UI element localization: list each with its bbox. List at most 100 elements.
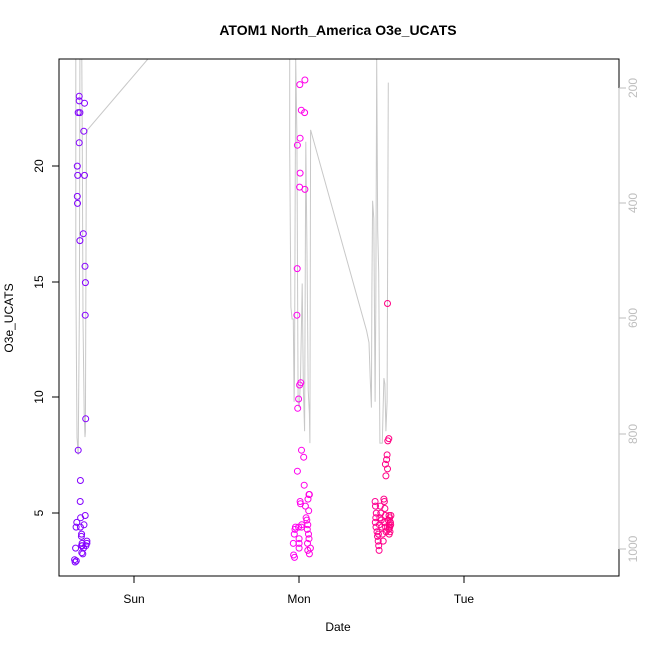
y2-tick-label-200: 200 <box>626 78 640 98</box>
data-point-44 <box>289 539 297 547</box>
data-point-36 <box>81 279 89 287</box>
data-point-120 <box>383 451 391 459</box>
data-point-30 <box>81 512 89 519</box>
y-tick-label-15: 15 <box>32 275 46 289</box>
data-point-29 <box>80 521 88 529</box>
data-point-70 <box>300 453 308 461</box>
data-point-4 <box>72 523 80 531</box>
data-point-51 <box>293 311 301 319</box>
data-point-98 <box>374 537 382 545</box>
x-axis: Sun Mon Tue <box>123 576 474 606</box>
x-axis-title: Date <box>325 620 351 634</box>
data-point-90 <box>371 498 379 505</box>
data-point-20 <box>76 523 84 531</box>
data-point-73 <box>301 76 309 84</box>
data-point-11 <box>75 139 83 147</box>
data-point-48 <box>293 467 301 475</box>
plot-frame <box>58 58 620 577</box>
data-point-16 <box>76 237 84 245</box>
data-point-43 <box>290 551 298 559</box>
data-point-99 <box>375 542 383 550</box>
data-point-67 <box>298 523 305 531</box>
data-point-134 <box>387 512 395 519</box>
data-point-101 <box>374 530 382 538</box>
data-point-61 <box>295 535 303 543</box>
data-point-109 <box>379 537 387 545</box>
data-point-63 <box>295 539 303 547</box>
data-point-22 <box>77 532 85 540</box>
data-point-9 <box>74 171 82 179</box>
y-axis-right: 200 400 600 800 1000 <box>618 78 640 562</box>
y-axis-title: O3e_UCATS <box>2 283 16 352</box>
data-point-111 <box>380 498 388 505</box>
data-point-15 <box>76 109 84 117</box>
data-point-45 <box>290 530 298 538</box>
data-point-124 <box>384 300 391 307</box>
data-point-119 <box>383 456 391 464</box>
data-point-5 <box>73 518 81 526</box>
data-point-41 <box>83 537 91 545</box>
data-point-78 <box>303 525 311 533</box>
data-point-83 <box>305 491 313 498</box>
data-point-18 <box>76 498 84 505</box>
data-point-31 <box>80 127 88 135</box>
data-point-35 <box>81 262 89 270</box>
data-point-81 <box>304 495 312 503</box>
data-point-60 <box>296 81 304 89</box>
y-tick-label-20: 20 <box>32 159 46 173</box>
data-point-53 <box>293 141 301 149</box>
data-point-50 <box>295 395 303 403</box>
data-point-80 <box>305 507 313 515</box>
data-point-33 <box>81 171 88 179</box>
data-point-92 <box>372 509 380 517</box>
data-point-112 <box>381 505 389 512</box>
data-point-89 <box>306 544 314 552</box>
data-point-74 <box>300 481 308 489</box>
data-point-75 <box>301 502 309 510</box>
data-point-28 <box>80 544 87 552</box>
data-point-1 <box>71 556 79 564</box>
data-point-32 <box>81 99 88 107</box>
data-point-40 <box>83 539 91 547</box>
x-tick-label-sun: Sun <box>123 592 144 606</box>
data-point-37 <box>81 311 89 319</box>
y-tick-label-5: 5 <box>32 509 46 516</box>
data-point-49 <box>294 404 302 412</box>
data-point-7 <box>74 199 81 207</box>
data-point-55 <box>297 379 305 387</box>
pressure-line-layer <box>75 58 389 455</box>
data-point-108 <box>379 530 386 538</box>
data-point-21 <box>78 530 86 538</box>
y2-tick-label-800: 800 <box>626 424 640 444</box>
y-axis-left: 5 10 15 20 <box>32 159 59 516</box>
data-point-135 <box>386 518 394 526</box>
data-point-6 <box>74 446 82 454</box>
x-tick-label-mon: Mon <box>287 592 310 606</box>
data-point-72 <box>301 109 309 117</box>
data-point-71 <box>301 185 309 193</box>
data-point-91 <box>372 502 379 510</box>
data-point-14 <box>75 92 83 100</box>
data-point-84 <box>305 530 312 538</box>
data-point-123 <box>385 435 393 443</box>
data-point-79 <box>304 521 312 529</box>
data-point-57 <box>296 169 304 177</box>
data-point-85 <box>305 535 313 543</box>
y2-tick-label-600: 600 <box>626 308 640 328</box>
data-point-62 <box>295 544 303 552</box>
points-layer <box>71 76 395 566</box>
data-point-8 <box>73 192 81 200</box>
data-point-66 <box>296 498 304 505</box>
data-point-69 <box>298 446 305 454</box>
data-point-52 <box>293 265 301 273</box>
data-point-34 <box>79 230 87 238</box>
data-point-3 <box>72 544 80 552</box>
data-point-38 <box>82 415 90 423</box>
y2-tick-label-1000: 1000 <box>626 535 640 562</box>
data-point-17 <box>76 477 84 484</box>
data-point-27 <box>78 549 86 557</box>
chart-title: ATOM1 North_America O3e_UCATS <box>219 22 456 38</box>
data-point-137 <box>386 523 394 531</box>
data-point-2 <box>72 557 80 565</box>
